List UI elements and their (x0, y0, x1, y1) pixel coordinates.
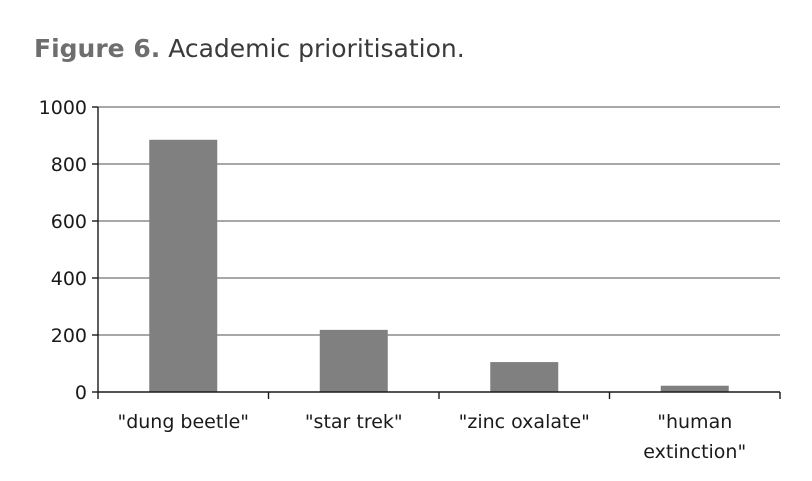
x-tick-label-line: "star trek" (305, 411, 403, 433)
y-tick-label: 1000 (39, 97, 87, 119)
y-tick-label: 400 (51, 268, 87, 290)
x-tick-label-line: "human (657, 411, 732, 433)
x-tick-label: "star trek" (305, 411, 403, 433)
y-tick-label: 600 (51, 211, 87, 233)
x-tick-label-line: "zinc oxalate" (459, 411, 590, 433)
figure-caption: Figure 6. Academic prioritisation. (34, 34, 465, 63)
x-tick-label: "zinc oxalate" (459, 411, 590, 433)
x-tick-label: "human extinction" (643, 411, 746, 463)
figure-label: Figure 6. (34, 34, 161, 63)
bar (490, 362, 559, 392)
x-tick-label: "dung beetle" (117, 411, 249, 433)
bar (149, 139, 218, 392)
bar (660, 385, 729, 392)
y-tick-label: 800 (51, 154, 87, 176)
figure-caption-text: Academic prioritisation. (168, 34, 465, 63)
x-tick-label-line: extinction" (643, 441, 746, 463)
bar (319, 329, 388, 392)
y-tick-label: 0 (75, 382, 87, 404)
axes (92, 106, 781, 399)
y-tick-label: 200 (51, 325, 87, 347)
x-tick-label-line: "dung beetle" (117, 411, 249, 433)
tick-labels: 0 200 400 600 800 1000 "dung beetle" "star trek… (39, 97, 747, 463)
bars (149, 139, 729, 392)
